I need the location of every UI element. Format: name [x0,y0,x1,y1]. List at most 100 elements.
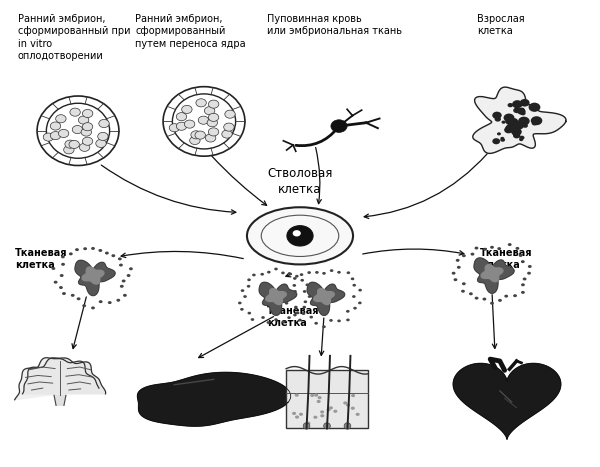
Circle shape [305,283,309,286]
Circle shape [293,230,301,236]
Circle shape [462,254,466,257]
Circle shape [122,279,125,283]
Circle shape [330,269,334,272]
Circle shape [512,100,523,108]
Circle shape [207,119,218,127]
Circle shape [515,247,520,250]
Circle shape [494,117,501,121]
Circle shape [317,396,322,399]
Circle shape [81,128,92,136]
Circle shape [120,285,124,288]
Circle shape [82,137,93,145]
Circle shape [243,295,247,298]
Circle shape [358,289,362,291]
Circle shape [517,108,526,115]
Circle shape [184,120,195,128]
Circle shape [315,271,319,274]
Circle shape [351,407,355,410]
Circle shape [196,99,206,107]
Circle shape [356,413,359,416]
Circle shape [251,318,254,321]
Circle shape [238,302,242,304]
Polygon shape [259,282,296,315]
Circle shape [334,410,337,413]
Circle shape [513,294,517,297]
Circle shape [43,133,53,141]
Circle shape [462,282,466,285]
Circle shape [112,254,115,257]
Circle shape [329,406,333,410]
Circle shape [532,121,537,126]
Circle shape [82,109,93,118]
Circle shape [69,252,73,255]
Circle shape [521,260,525,263]
Circle shape [512,120,518,125]
Circle shape [287,226,313,246]
Circle shape [500,138,505,142]
Circle shape [521,291,525,294]
Circle shape [461,290,465,293]
Circle shape [520,99,530,106]
Circle shape [72,126,83,134]
Polygon shape [54,396,66,405]
Ellipse shape [247,207,353,264]
Circle shape [266,321,270,324]
Circle shape [497,247,501,250]
Circle shape [306,422,310,425]
Circle shape [123,294,127,297]
Circle shape [300,273,304,276]
Circle shape [301,279,304,282]
Circle shape [83,247,87,250]
Circle shape [304,300,307,303]
Circle shape [285,302,289,304]
Circle shape [241,289,244,292]
Circle shape [295,275,299,278]
Circle shape [310,316,313,318]
Circle shape [502,120,506,124]
Circle shape [71,294,74,297]
Circle shape [346,318,350,321]
Circle shape [352,284,356,287]
Circle shape [519,107,525,112]
Circle shape [310,394,314,397]
Circle shape [351,394,355,397]
Circle shape [118,257,122,261]
Circle shape [129,267,133,270]
Circle shape [514,121,524,129]
Circle shape [295,416,299,418]
Circle shape [509,118,518,125]
Text: Стволовая
клетка: Стволовая клетка [268,167,332,196]
Polygon shape [82,267,104,284]
Circle shape [75,248,79,251]
Circle shape [337,271,341,274]
Circle shape [98,249,102,252]
Circle shape [292,284,296,287]
Circle shape [240,308,244,311]
Circle shape [457,266,461,269]
Circle shape [98,132,108,141]
Circle shape [303,290,307,293]
Circle shape [52,267,55,270]
Circle shape [261,316,265,319]
Circle shape [176,113,187,121]
Circle shape [208,128,219,136]
Circle shape [70,108,80,116]
Circle shape [208,113,219,121]
Circle shape [508,103,513,107]
Circle shape [308,295,311,298]
Text: Тканевая
клетка: Тканевая клетка [267,306,320,328]
Circle shape [346,310,350,313]
Circle shape [247,278,251,281]
Circle shape [493,138,500,144]
Circle shape [287,316,291,319]
Circle shape [508,243,512,246]
Polygon shape [307,282,344,315]
Polygon shape [474,258,514,293]
Circle shape [182,106,192,113]
Ellipse shape [344,423,351,429]
Circle shape [302,312,305,315]
Circle shape [61,263,65,266]
Circle shape [520,111,526,115]
Circle shape [454,278,457,281]
Circle shape [274,268,278,270]
